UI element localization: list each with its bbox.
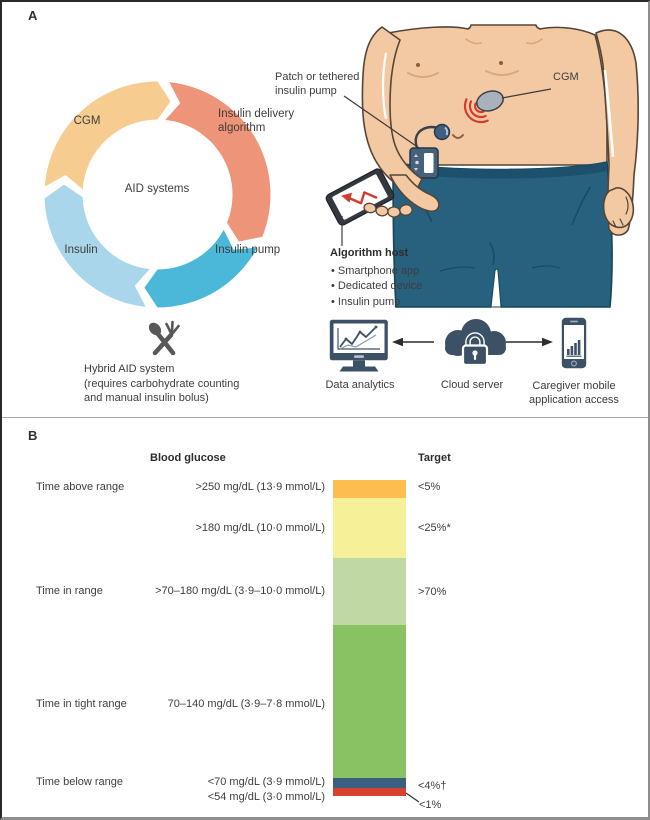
- smartphone: [325, 168, 395, 226]
- pump-pointer-line: [343, 95, 420, 149]
- hybrid-line1: Hybrid AID system: [84, 363, 175, 375]
- shorts: [392, 161, 613, 308]
- cycle-label-insulin-pump: Insulin pump: [215, 244, 281, 256]
- header-blood-glucose: Blood glucose: [150, 452, 226, 464]
- pump-button-ok: [415, 160, 419, 165]
- glucose-value-4: 70–140 mg/dL (3·9–7·8 mmol/L): [167, 698, 325, 710]
- hybrid-caption: Hybrid AID system (requires carbohydrate…: [84, 362, 269, 406]
- cycle-label-insulin: Insulin: [64, 244, 98, 256]
- metric-time-below-range: Time below range: [36, 776, 124, 788]
- clavicle-left: [465, 38, 482, 45]
- target-6-pointer-line: [405, 792, 420, 803]
- pump-callout-line1: Patch or tethered: [275, 71, 360, 83]
- metric-time-above-range: Time above range: [36, 481, 125, 493]
- shorts-split: [490, 268, 502, 308]
- bar-segment-4: [333, 625, 406, 778]
- glucose-value-6: <54 mg/dL (3·0 mmol/L): [207, 791, 325, 803]
- cloud-label: Cloud server: [440, 379, 504, 391]
- cycle-segment-algorithm: [165, 82, 271, 242]
- pump-screen: [424, 153, 434, 173]
- pec-line-right: [485, 70, 519, 76]
- panel-divider: [2, 417, 648, 418]
- header-target: Target: [418, 452, 451, 464]
- hybrid-line3: and manual insulin bolus): [84, 392, 209, 404]
- glucose-trend-arrow: [348, 191, 378, 205]
- pump-callout-line2: insulin pump: [275, 84, 337, 97]
- shorts-fold: [531, 265, 561, 269]
- bar-segment-3: [333, 558, 406, 625]
- network-arrows: [392, 337, 553, 347]
- cycle-label-cgm: CGM: [73, 115, 101, 127]
- infusion-set-highlight: [444, 126, 449, 136]
- arrow-to-caregiver-head: [542, 337, 553, 347]
- waistband: [393, 162, 607, 179]
- clavicle-right: [526, 38, 543, 45]
- glucose-value-2: >180 mg/dL (10·0 mmol/L): [195, 522, 325, 534]
- algorithm-host-block: Algorithm host • Smartphone app • Dedicat…: [329, 246, 449, 310]
- cgm-callout-label: CGM: [553, 71, 579, 83]
- cycle-label-algorithm: Insulin delivery algorithm: [218, 108, 295, 134]
- algorithm-host-title: Algorithm host: [330, 247, 409, 259]
- shorts-fold: [439, 266, 476, 272]
- right-fist: [602, 187, 635, 229]
- glucose-value-5: <70 mg/dL (3·9 mmol/L): [207, 776, 325, 788]
- shorts-fold: [489, 242, 495, 266]
- caregiver-line1: Caregiver mobile: [532, 380, 616, 392]
- target-value-6: <1%: [419, 799, 442, 811]
- algorithm-host-item: • Dedicated device: [331, 280, 423, 292]
- bar-segment-2: [333, 498, 406, 558]
- nipple-left: [416, 63, 420, 67]
- mobile-chart-icon: [561, 317, 587, 369]
- glucose-value-1: >250 mg/dL (13·9 mmol/L): [195, 481, 325, 493]
- pump-callout-label: Patch or tethered insulin pump: [275, 71, 375, 98]
- metric-time-in-range: Time in range: [36, 585, 103, 597]
- fork-spoon-icon: [148, 320, 180, 356]
- pec-line-left: [407, 72, 439, 78]
- hybrid-line2: (requires carbohydrate counting: [84, 377, 240, 390]
- panel-b-label: B: [28, 428, 38, 443]
- bar-segment-6: [333, 788, 406, 796]
- trend-arrowhead: [341, 192, 353, 203]
- phone-screen: [332, 174, 388, 220]
- target-value-5: <4%†: [418, 780, 447, 792]
- bar-segment-5: [333, 778, 406, 788]
- arm-gap-right: [603, 69, 615, 158]
- target-value-2: <25%*: [418, 522, 451, 534]
- algorithm-host-item: • Smartphone app: [331, 264, 420, 277]
- cgm-sensor: [476, 90, 504, 112]
- cycle-segment-cgm: [44, 81, 171, 190]
- cgm-signal-icon: [463, 98, 489, 124]
- cycle-center-label: AID systems: [124, 183, 190, 195]
- glucose-value-3: >70–180 mg/dL (3·9–10·0 mmol/L): [155, 585, 325, 597]
- algorithm-host-item: • Insulin pump: [331, 295, 401, 308]
- fingertips: [363, 202, 413, 218]
- target-value-3: >70%: [418, 586, 447, 598]
- arm-gap-left: [381, 52, 388, 120]
- shorts-fold: [571, 186, 591, 226]
- target-value-1: <5%: [418, 481, 441, 493]
- caregiver-line2: application access: [529, 394, 619, 406]
- algorithm-host-items: • Smartphone app • Dedicated device • Insu…: [329, 264, 449, 311]
- monitor-chart-icon: [329, 319, 388, 372]
- cycle-segment-insulin: [44, 184, 150, 307]
- patient-illustration: [325, 24, 639, 308]
- left-hand: [389, 174, 440, 212]
- bar-segment-1: [333, 480, 406, 498]
- aid-cycle-diagram: [44, 81, 271, 308]
- caregiver-label: Caregiver mobile application access: [515, 379, 633, 407]
- glucose-stacked-bar: [333, 480, 406, 796]
- arrow-to-analytics-head: [392, 337, 403, 347]
- fist-lines: [612, 196, 629, 228]
- cgm-pointer-line: [501, 88, 552, 99]
- nipple-right: [499, 61, 503, 65]
- analytics-label: Data analytics: [325, 379, 395, 391]
- navel: [452, 134, 464, 139]
- cloud-lock-icon: [445, 319, 506, 367]
- panel-a-label: A: [28, 8, 38, 23]
- metric-time-in-tight-range: Time in tight range: [36, 698, 127, 710]
- cycle-segment-pump: [144, 229, 258, 308]
